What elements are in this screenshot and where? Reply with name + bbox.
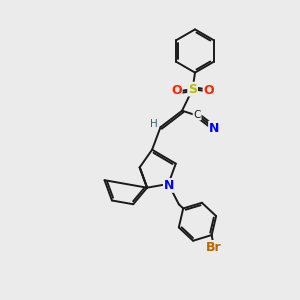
- Text: C: C: [194, 110, 201, 120]
- Text: Br: Br: [206, 241, 221, 254]
- Text: O: O: [203, 84, 214, 97]
- Text: H: H: [150, 118, 158, 129]
- Text: N: N: [164, 179, 174, 192]
- Text: S: S: [188, 82, 197, 96]
- Text: O: O: [171, 84, 182, 97]
- Text: N: N: [209, 122, 219, 135]
